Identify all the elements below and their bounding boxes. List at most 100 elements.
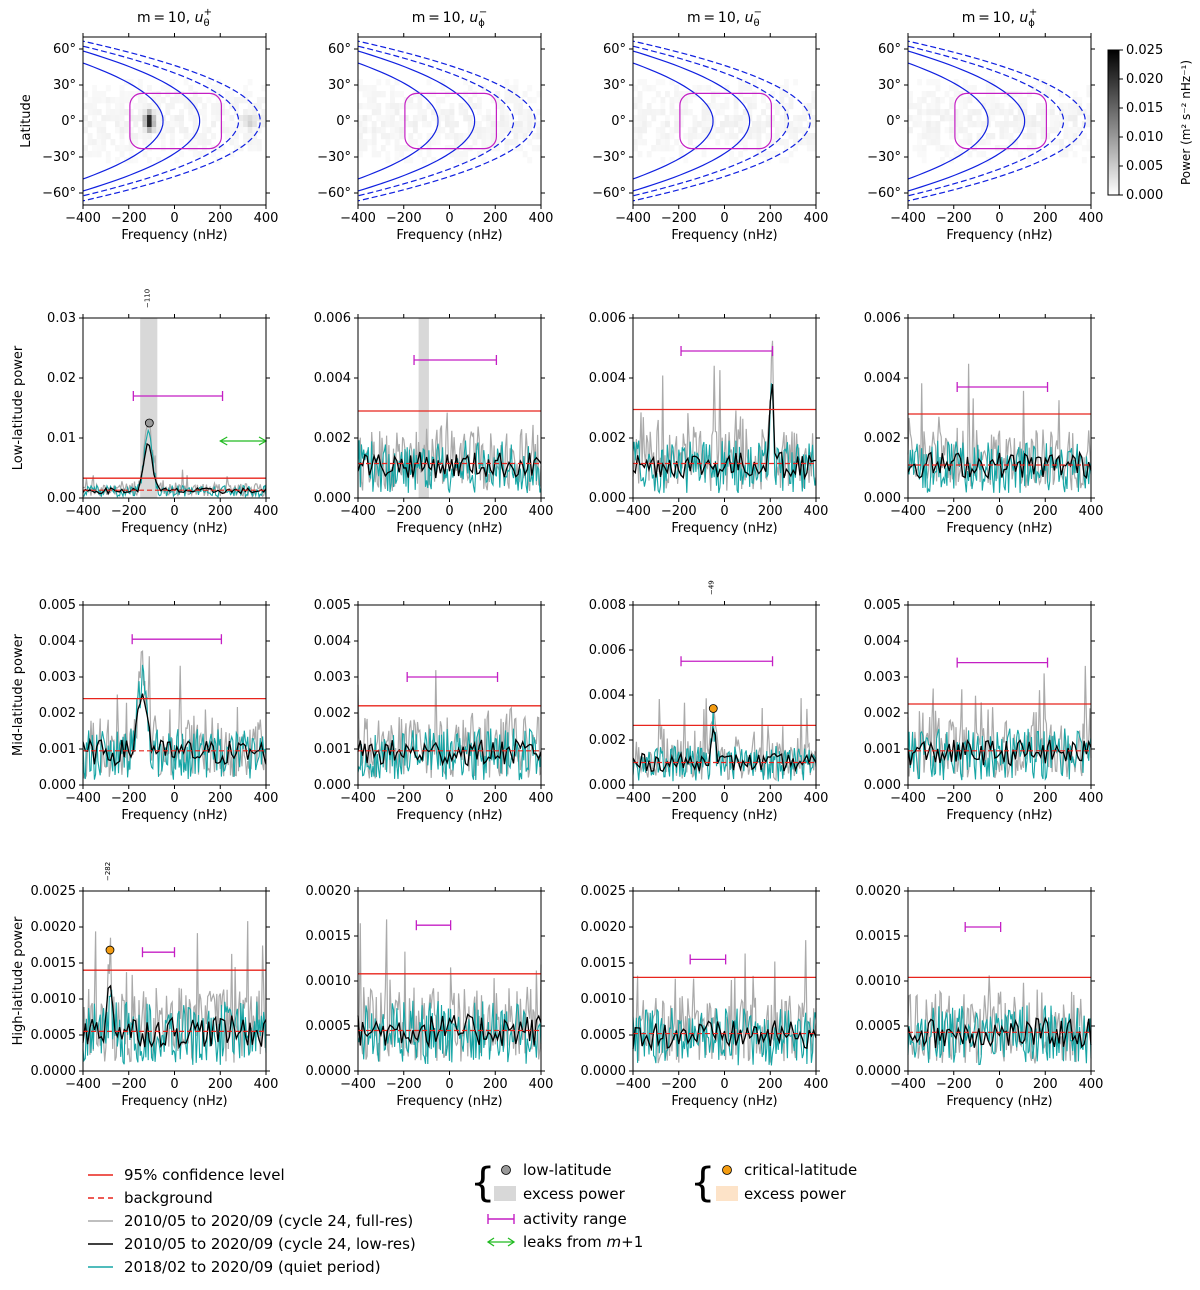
heatmap-cell (637, 109, 643, 116)
heatmap-cell (674, 139, 680, 146)
heatmap-cell (467, 115, 473, 122)
heatmap-cell (408, 145, 414, 152)
heatmap-cell (486, 139, 491, 146)
heatmap-cell (124, 91, 130, 98)
y-tick-label: 0.0000 (31, 1064, 77, 1079)
heatmap-cell (224, 115, 230, 122)
heatmap-cell (1040, 121, 1046, 128)
x-tick-label: −200 (386, 1077, 422, 1092)
heatmap-cell (674, 97, 680, 104)
heatmap-cell (783, 103, 789, 110)
full-res-series (357, 919, 542, 1062)
heatmap-cell (87, 151, 93, 158)
heatmap-cell (147, 103, 152, 110)
heatmap-cell (238, 127, 244, 134)
heatmap-cell (655, 79, 661, 86)
heatmap-cell (930, 109, 936, 116)
heatmap-cell (233, 109, 239, 116)
heatmap-cell (367, 97, 373, 104)
x-tick-label: −200 (111, 211, 147, 226)
heatmap-cell (408, 157, 414, 164)
heatmap-cell (458, 103, 464, 110)
heatmap-cell (655, 127, 661, 134)
heatmap-cell (1068, 139, 1073, 146)
x-tick-label: 0 (720, 791, 728, 806)
low-res-series (357, 738, 542, 767)
heatmap-cell (683, 133, 689, 140)
heatmap-cell (765, 139, 771, 146)
heatmap-cell (724, 121, 730, 128)
heatmap-cell (1013, 139, 1019, 146)
heatmap-cell (1068, 109, 1073, 116)
heatmap-cell (706, 121, 712, 128)
y-tick-label: 0.006 (589, 643, 626, 658)
heatmap-cell (371, 127, 377, 134)
heatmap-cell (156, 121, 162, 128)
heatmap-cell (220, 103, 226, 110)
heatmap-cell (197, 139, 203, 146)
heatmap-cell (1017, 127, 1023, 134)
heatmap-cell (252, 109, 258, 116)
heatmap-cell (1049, 139, 1055, 146)
x-tick-label: −200 (661, 791, 697, 806)
heatmap-cell (765, 103, 771, 110)
x-tick-label: −400 (615, 504, 651, 519)
heatmap-cell (211, 103, 216, 110)
heatmap-cell (678, 151, 684, 158)
heatmap-cell (197, 109, 203, 116)
heatmap-cell (1072, 115, 1078, 122)
heatmap-cell (518, 121, 523, 128)
heatmap-cell (261, 97, 267, 104)
heatmap-cell (151, 115, 157, 122)
panel-title: m = 10, uϕ+ (962, 7, 1038, 29)
heatmap-cell (710, 103, 716, 110)
heatmap-cell (930, 97, 936, 104)
heatmap-cell (1017, 151, 1023, 158)
heatmap-cell (229, 151, 235, 158)
heatmap-cell (362, 91, 368, 98)
heatmap-cell (463, 157, 469, 164)
heatmap-cell (490, 121, 496, 128)
heatmap-cell (779, 103, 785, 110)
heatmap-cell (426, 91, 432, 98)
heatmap-cell (1036, 109, 1041, 116)
heatmap-cell (990, 115, 996, 122)
heatmap-cell (495, 145, 501, 152)
heatmap-cell (783, 79, 789, 86)
heatmap-cell (362, 139, 368, 146)
heatmap-cell (683, 91, 689, 98)
heatmap-cell (765, 133, 771, 140)
dispersion-curve-1 (633, 62, 714, 180)
heatmap-cell (953, 91, 959, 98)
legend-label-confidence: 95% confidence level (124, 1166, 285, 1184)
heatmap-cell (985, 91, 991, 98)
heatmap-cell (174, 91, 180, 98)
heatmap-cell (261, 109, 267, 116)
heatmap-cell (417, 97, 423, 104)
x-tick-label: −400 (890, 1077, 926, 1092)
x-tick-label: 400 (804, 791, 829, 806)
heatmap-cell (1004, 109, 1009, 116)
heatmap-cell (678, 103, 684, 110)
heatmap-cell (779, 127, 785, 134)
heatmap-cell (1040, 115, 1046, 122)
heatmap-cell (930, 139, 936, 146)
heatmap-cell (697, 133, 702, 140)
heatmap-cell (1086, 115, 1092, 122)
heatmap-cell (431, 91, 437, 98)
heatmap-cell (458, 157, 464, 164)
peak-frequency-label: −49 (707, 580, 715, 595)
heatmap-cell (783, 121, 789, 128)
x-tick-label: 200 (758, 504, 783, 519)
heatmap-cell (115, 109, 120, 116)
heatmap-cell (256, 139, 262, 146)
heatmap-cell (463, 91, 469, 98)
heatmap-cell (394, 127, 400, 134)
heatmap-cell (476, 97, 482, 104)
heatmap-cell (985, 97, 991, 104)
dispersion-curve-3 (633, 45, 790, 197)
heatmap-cell (224, 109, 230, 116)
heatmap-cell (504, 79, 510, 86)
x-tick-label: −200 (936, 1077, 972, 1092)
heatmap-cell (811, 115, 817, 122)
